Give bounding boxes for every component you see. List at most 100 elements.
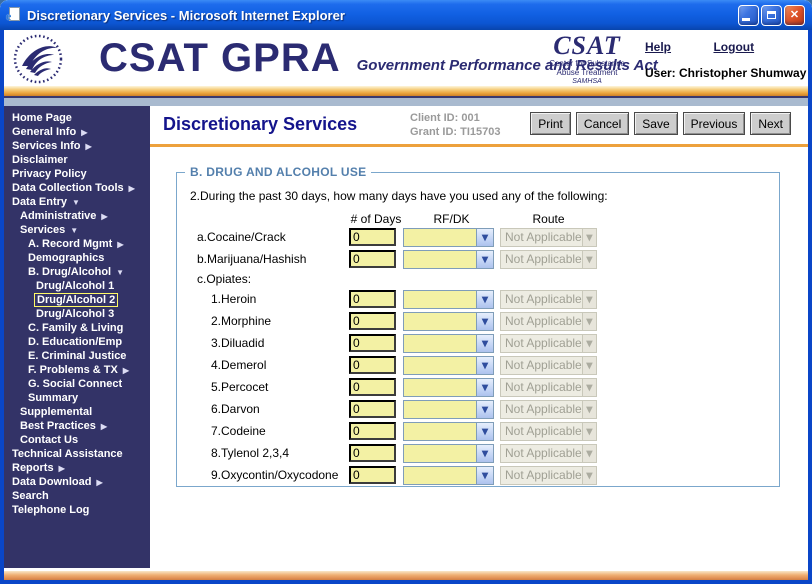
sidebar-item-drug-alcohol-2[interactable]: Drug/Alcohol 2 [4, 293, 150, 307]
minimize-icon [742, 18, 750, 21]
sidebar-item-summary[interactable]: Summary [4, 391, 150, 405]
days-input-4-demerol[interactable] [349, 356, 396, 374]
title-bar: e Discretionary Services - Microsoft Int… [0, 0, 812, 30]
sidebar-item-general-info[interactable]: General Info ▶ [4, 125, 150, 139]
cancel-button[interactable]: Cancel [575, 112, 630, 135]
sidebar-item-label: B. Drug/Alcohol [28, 266, 112, 278]
days-input-5-percocet[interactable] [349, 378, 396, 396]
dropdown-arrow-icon: ▾ [581, 444, 596, 462]
days-input-6-darvon[interactable] [349, 400, 396, 418]
main-content: Discretionary Services Client ID: 001 Gr… [150, 106, 808, 568]
days-input-2-morphine[interactable] [349, 312, 396, 330]
dropdown-arrow-icon: ▾ [476, 422, 493, 440]
route-select-8-tylenol-2-3-4: Not Applicable ▾ [500, 443, 597, 463]
sidebar-item-services[interactable]: Services ▼ [4, 223, 150, 237]
days-input-9-oxycontin-oxycodone[interactable] [349, 466, 396, 484]
sidebar-item-telephone-log[interactable]: Telephone Log [4, 503, 150, 517]
days-input-a-cocaine-crack[interactable] [349, 228, 396, 246]
csat-logo-line1: Center for Substance [549, 59, 625, 68]
sidebar-item-g-social-connect[interactable]: G. Social Connect [4, 377, 150, 391]
sidebar-item-disclaimer[interactable]: Disclaimer [4, 153, 150, 167]
form-row-3-diluadid: 3.Diluadid▾Not Applicable▾ [177, 332, 779, 354]
sidebar-item-contact-us[interactable]: Contact Us [4, 433, 150, 447]
rfdk-select-1-heroin[interactable]: ▾ [403, 289, 494, 309]
sidebar-item-drug-alcohol-1[interactable]: Drug/Alcohol 1 [4, 279, 150, 293]
row-label: 9.Oxycontin/Oxycodone [211, 468, 339, 482]
sidebar-item-demographics[interactable]: Demographics [4, 251, 150, 265]
dropdown-arrow-icon: ▾ [581, 356, 596, 374]
sidebar-item-data-download[interactable]: Data Download ▶ [4, 475, 150, 489]
sidebar-item-label: Services [20, 224, 66, 236]
sidebar-item-b-drug-alcohol[interactable]: B. Drug/Alcohol ▼ [4, 265, 150, 279]
days-input-1-heroin[interactable] [349, 290, 396, 308]
page-header-divider [150, 144, 808, 147]
route-value: Not Applicable [505, 468, 582, 482]
sidebar-item-d-education-emp[interactable]: D. Education/Emp [4, 335, 150, 349]
sidebar-item-label: Contact Us [20, 434, 79, 446]
chevron-right-icon: ▶ [101, 212, 108, 221]
rfdk-select-b-marijuana-hashish[interactable]: ▾ [403, 249, 494, 269]
sidebar-item-privacy-policy[interactable]: Privacy Policy [4, 167, 150, 181]
previous-button[interactable]: Previous [682, 112, 746, 135]
question-text: 2.During the past 30 days, how many days… [190, 189, 608, 203]
row-label: 5.Percocet [211, 380, 269, 394]
maximize-icon [767, 11, 776, 19]
days-input-3-diluadid[interactable] [349, 334, 396, 352]
csat-logo-line2: Abuse Treatment [556, 68, 618, 77]
sidebar-item-technical-assistance[interactable]: Technical Assistance [4, 447, 150, 461]
app-header: CSAT GPRA Government Performance and Res… [4, 30, 808, 86]
sidebar-item-services-info[interactable]: Services Info ▶ [4, 139, 150, 153]
rfdk-select-4-demerol[interactable]: ▾ [403, 355, 494, 375]
sidebar-item-administrative[interactable]: Administrative ▶ [4, 209, 150, 223]
help-link[interactable]: Help [645, 40, 672, 54]
sidebar-item-label: Data Download [12, 476, 92, 488]
rfdk-select-3-diluadid[interactable]: ▾ [403, 333, 494, 353]
sidebar-item-search[interactable]: Search [4, 489, 150, 503]
rfdk-select-7-codeine[interactable]: ▾ [403, 421, 494, 441]
sidebar-item-a-record-mgmt[interactable]: A. Record Mgmt ▶ [4, 237, 150, 251]
days-input-8-tylenol-2-3-4[interactable] [349, 444, 396, 462]
minimize-button[interactable] [738, 5, 759, 26]
sidebar-item-e-criminal-justice[interactable]: E. Criminal Justice [4, 349, 150, 363]
row-label: a.Cocaine/Crack [197, 230, 286, 244]
sidebar-item-data-collection-tools[interactable]: Data Collection Tools ▶ [4, 181, 150, 195]
dropdown-arrow-icon: ▾ [476, 400, 493, 418]
close-button[interactable]: ✕ [784, 5, 805, 26]
sidebar-item-drug-alcohol-3[interactable]: Drug/Alcohol 3 [4, 307, 150, 321]
dropdown-arrow-icon: ▾ [581, 334, 596, 352]
sidebar-item-data-entry[interactable]: Data Entry ▼ [4, 195, 150, 209]
form-row-2-morphine: 2.Morphine▾Not Applicable▾ [177, 310, 779, 332]
sidebar-item-supplemental[interactable]: Supplemental [4, 405, 150, 419]
next-button[interactable]: Next [750, 112, 791, 135]
rfdk-select-6-darvon[interactable]: ▾ [403, 399, 494, 419]
rfdk-select-8-tylenol-2-3-4[interactable]: ▾ [403, 443, 494, 463]
page-header: Discretionary Services Client ID: 001 Gr… [150, 106, 808, 144]
route-select-7-codeine: Not Applicable ▾ [500, 421, 597, 441]
days-input-b-marijuana-hashish[interactable] [349, 250, 396, 268]
save-button[interactable]: Save [634, 112, 678, 135]
rfdk-select-2-morphine[interactable]: ▾ [403, 311, 494, 331]
rfdk-select-a-cocaine-crack[interactable]: ▾ [403, 227, 494, 247]
route-select-3-diluadid: Not Applicable ▾ [500, 333, 597, 353]
logout-link[interactable]: Logout [713, 40, 755, 54]
sidebar-item-f-problems-tx[interactable]: F. Problems & TX ▶ [4, 363, 150, 377]
maximize-button[interactable] [761, 5, 782, 26]
days-input-7-codeine[interactable] [349, 422, 396, 440]
sidebar-item-best-practices[interactable]: Best Practices ▶ [4, 419, 150, 433]
print-button[interactable]: Print [530, 112, 571, 135]
sidebar-item-label: Data Entry [12, 196, 68, 208]
rfdk-select-5-percocet[interactable]: ▾ [403, 377, 494, 397]
sidebar-item-c-family-living[interactable]: C. Family & Living [4, 321, 150, 335]
header-orange-bar [4, 86, 808, 98]
sidebar-item-reports[interactable]: Reports ▶ [4, 461, 150, 475]
sidebar-item-label: E. Criminal Justice [28, 350, 127, 362]
chevron-right-icon: ▶ [85, 142, 92, 151]
rfdk-select-9-oxycontin-oxycodone[interactable]: ▾ [403, 465, 494, 485]
sidebar-item-home-page[interactable]: Home Page [4, 111, 150, 125]
sidebar-item-label: G. Social Connect [28, 378, 123, 390]
dropdown-arrow-icon: ▾ [476, 290, 493, 308]
route-value: Not Applicable [505, 314, 582, 328]
sidebar-item-label: Services Info [12, 140, 81, 152]
row-label: 7.Codeine [211, 424, 266, 438]
row-label: c.Opiates: [197, 272, 252, 286]
